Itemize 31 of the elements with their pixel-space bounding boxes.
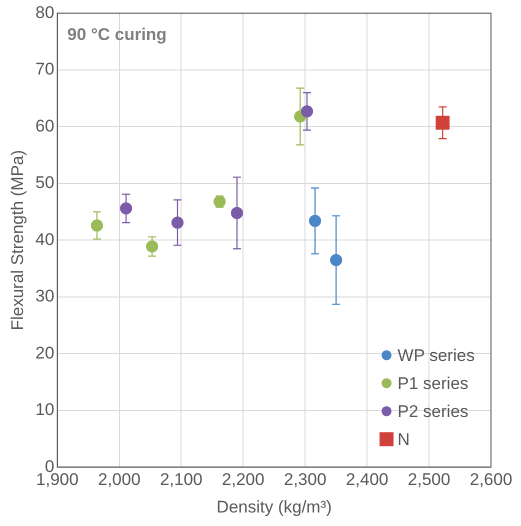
x-tick-label: 2,400 <box>346 470 388 490</box>
y-tick-label: 40 <box>35 230 54 249</box>
point <box>330 254 342 266</box>
x-tick-label: 2,100 <box>160 470 202 490</box>
x-tick-label: 2,600 <box>470 470 512 490</box>
y-tick-label: 10 <box>35 400 54 420</box>
x-axis-title: Density (kg/m³) <box>216 497 332 516</box>
y-tick-label: 20 <box>35 343 54 362</box>
y-tick-label: 70 <box>35 60 54 79</box>
point <box>436 116 450 130</box>
point <box>300 105 313 118</box>
y-axis-title: Flexural Strength (MPa) <box>8 150 27 330</box>
y-tick-label: 30 <box>35 286 54 306</box>
text: 90 °C curing <box>67 24 167 44</box>
x-tick-label: 2,200 <box>222 470 264 490</box>
legend-label: P1 series <box>398 374 468 393</box>
point <box>309 214 322 227</box>
y-tick-label: 80 <box>35 2 54 22</box>
legend-label: WP series <box>398 346 475 365</box>
legend-label: P2 series <box>398 402 468 421</box>
point <box>90 219 103 232</box>
point <box>172 216 184 229</box>
legend-label: N <box>398 430 410 449</box>
y-tick-label: 60 <box>35 116 54 136</box>
x-tick-label: 2,000 <box>98 470 141 490</box>
point <box>230 206 243 219</box>
y-tick-label: 50 <box>35 173 54 192</box>
x-tick-label: 2,300 <box>284 470 326 490</box>
point <box>120 202 132 214</box>
x-tick-label: 2,500 <box>408 470 450 490</box>
point <box>146 240 158 252</box>
